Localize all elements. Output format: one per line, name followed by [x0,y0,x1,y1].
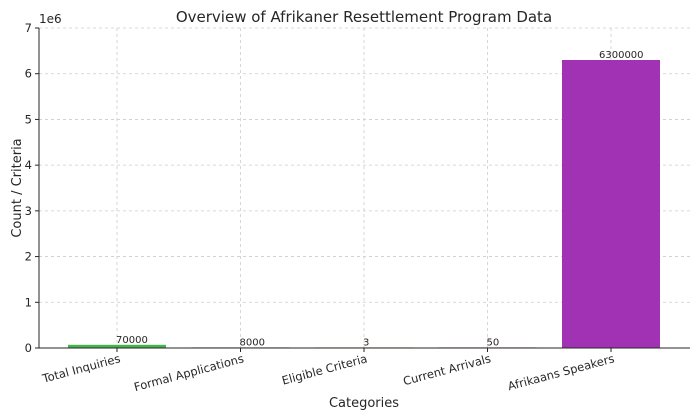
y-tick-label: 4 [25,158,32,172]
chart-title: Overview of Afrikaner Resettlement Progr… [176,8,552,26]
bar-value-label: 50 [487,337,500,348]
bar-value-label: 6300000 [599,50,644,61]
y-tick-label: 6 [25,67,32,81]
x-axis-label: Categories [329,396,399,411]
bar-value-label: 3 [363,337,369,348]
y-tick-label: 2 [25,250,32,264]
bar [68,344,166,348]
axes [35,27,690,352]
y-tick-label: 5 [25,112,32,126]
y-tick-label: 1 [25,295,32,309]
bar [562,60,660,348]
bar-value-label: 70000 [116,335,148,346]
y-tick-label: 0 [25,341,32,355]
bar-value-label: 8000 [240,337,265,348]
y-tick-label: 3 [25,204,32,218]
y-tick-label: 7 [25,21,32,35]
y-axis-multiplier: 1e6 [39,12,62,26]
y-axis-label: Count / Criteria [10,138,25,237]
